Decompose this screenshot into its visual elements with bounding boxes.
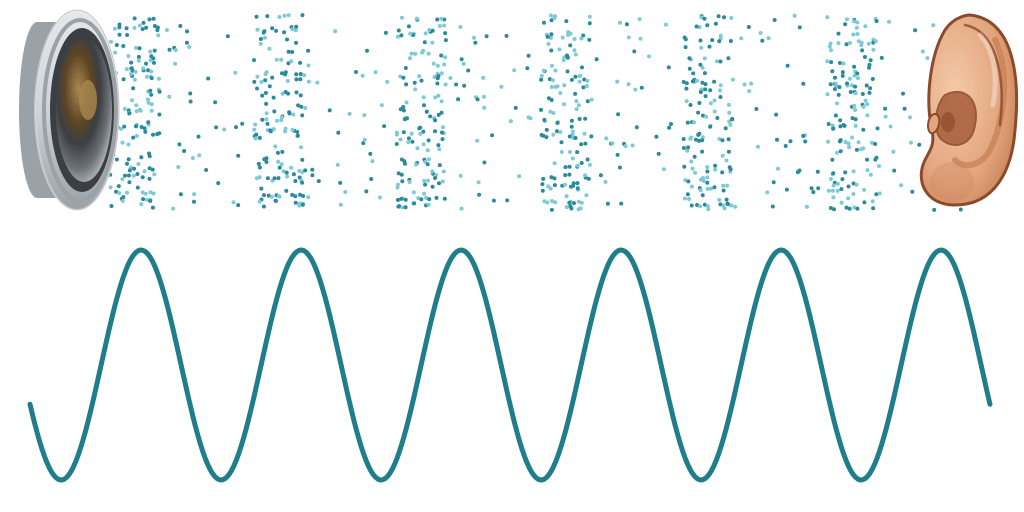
particle-field — [108, 13, 963, 212]
sine-wave — [30, 250, 990, 480]
sound-wave-diagram — [0, 0, 1024, 512]
speaker-icon — [19, 10, 119, 210]
ear-icon — [921, 15, 1016, 205]
